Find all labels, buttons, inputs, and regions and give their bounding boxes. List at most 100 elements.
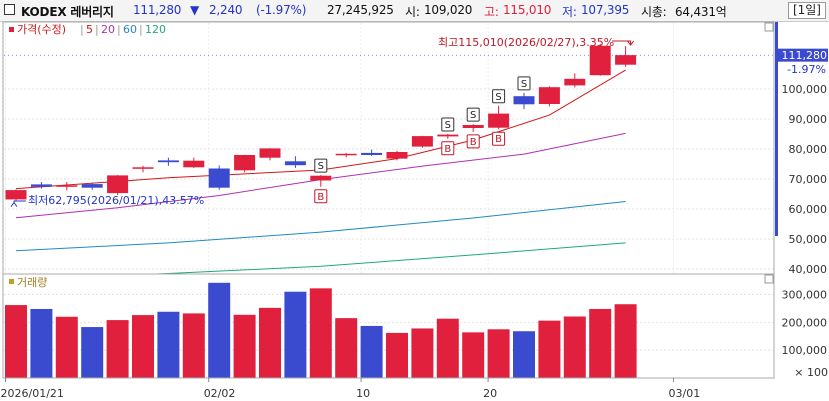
current-price: 111,280 bbox=[133, 3, 182, 17]
candle bbox=[183, 157, 205, 168]
candle-body bbox=[208, 168, 230, 188]
candle bbox=[615, 46, 637, 67]
legend-ma120[interactable]: 120 bbox=[145, 23, 166, 36]
candle-body bbox=[5, 190, 27, 200]
volume-bar bbox=[309, 288, 332, 378]
volume-bar bbox=[411, 328, 434, 378]
volume-value: 27,245,925 bbox=[327, 3, 394, 17]
volume-unit-label: × 100 bbox=[794, 366, 828, 379]
volume-bar bbox=[55, 316, 78, 378]
volume-legend-label[interactable]: 거래량 bbox=[17, 276, 47, 289]
checkbox-icon[interactable] bbox=[4, 4, 15, 15]
candle-body bbox=[615, 55, 637, 65]
chart-header: KODEX 레버리지 111,280 ▼ 2,240 (-1.97%) 27,2… bbox=[0, 0, 829, 22]
volume-bar bbox=[106, 320, 129, 378]
volume-bar bbox=[436, 318, 459, 378]
high-annotation-arrow bbox=[612, 40, 634, 46]
volume-bar bbox=[462, 332, 485, 378]
period-selector[interactable]: [1일] bbox=[787, 2, 826, 19]
candle bbox=[488, 105, 510, 130]
legend-separator: | bbox=[80, 23, 84, 36]
x-tick-label: 2026/01/21 bbox=[1, 387, 64, 400]
candle bbox=[81, 182, 103, 190]
volume-tick-label: 300,000 bbox=[782, 288, 828, 301]
candle bbox=[234, 154, 256, 173]
candle bbox=[208, 165, 230, 190]
legend-price-swatch bbox=[9, 27, 14, 32]
volume-legend-swatch bbox=[9, 279, 14, 284]
legend-price-label[interactable]: 가격(수정) bbox=[17, 23, 66, 36]
current-price-tag bbox=[776, 48, 828, 62]
legend-separator: | bbox=[139, 23, 143, 36]
legend-ma5[interactable]: 5 bbox=[86, 23, 93, 36]
candle bbox=[411, 135, 433, 148]
buy-signal-letter: B bbox=[317, 192, 324, 203]
x-tick-label: 10 bbox=[356, 387, 370, 400]
volume-bar bbox=[30, 308, 53, 378]
buy-signal-icon bbox=[314, 189, 328, 204]
volume-bar bbox=[487, 329, 510, 378]
buy-signal-icon bbox=[441, 141, 455, 156]
market-cap-label: 시총: bbox=[641, 5, 667, 19]
candle bbox=[589, 43, 611, 76]
volume-bar bbox=[233, 314, 256, 378]
sell-signal-icon bbox=[314, 158, 328, 173]
legend-ma60[interactable]: 60 bbox=[123, 23, 137, 36]
volume-tick-label: 100,000 bbox=[782, 344, 828, 357]
high-label: 고: bbox=[484, 5, 499, 19]
candle bbox=[284, 156, 306, 168]
candle bbox=[437, 134, 459, 139]
sell-signal-icon bbox=[466, 107, 480, 122]
candle bbox=[157, 157, 179, 166]
x-tick-label: 02/02 bbox=[204, 387, 236, 400]
candle-body bbox=[56, 185, 78, 187]
volume-bar bbox=[208, 282, 231, 378]
volume-axis: 100,000 200,000 300,000 bbox=[782, 288, 828, 357]
candlesticks bbox=[5, 43, 637, 201]
sell-signal-letter: S bbox=[521, 79, 527, 90]
volume-bar bbox=[157, 311, 180, 378]
candle-body bbox=[538, 87, 560, 104]
instrument-name[interactable]: KODEX 레버리지 bbox=[21, 5, 114, 19]
current-price-tag-label: 111,280 bbox=[782, 49, 828, 62]
candle-body bbox=[462, 125, 484, 128]
volume-bar bbox=[335, 318, 358, 378]
candle-body bbox=[589, 45, 611, 76]
volume-tick-label: 200,000 bbox=[782, 316, 828, 329]
buy-signal-letter: B bbox=[444, 144, 451, 155]
price-tick-label: 40,000 bbox=[789, 263, 828, 276]
volume-bar bbox=[614, 304, 637, 378]
volume-bar bbox=[538, 320, 561, 378]
candle bbox=[30, 182, 52, 189]
candle-body bbox=[411, 136, 433, 147]
ma-60-line bbox=[15, 201, 626, 252]
buy-signal-letter: B bbox=[495, 134, 502, 145]
price-change-pct: (-1.97%) bbox=[256, 3, 307, 17]
candle bbox=[564, 73, 586, 88]
candle bbox=[462, 124, 484, 132]
candle-body bbox=[284, 161, 306, 166]
candle bbox=[310, 175, 332, 187]
panel-close-icon[interactable] bbox=[764, 274, 774, 284]
legend-ma20[interactable]: 20 bbox=[101, 23, 115, 36]
high-annotation: 최고115,010(2026/02/27),3.35% bbox=[438, 36, 614, 49]
price-tick-label: 80,000 bbox=[789, 143, 828, 156]
candle-body bbox=[564, 78, 586, 86]
volume-bar bbox=[182, 313, 205, 378]
candle bbox=[107, 175, 129, 195]
low-label: 저: bbox=[562, 5, 577, 19]
volume-bars bbox=[5, 282, 637, 378]
candle bbox=[335, 152, 357, 158]
sell-signal-icon bbox=[492, 89, 506, 104]
candle-body bbox=[157, 160, 179, 163]
candle-body bbox=[310, 175, 332, 181]
candle-body bbox=[30, 184, 52, 187]
candle-body bbox=[361, 152, 383, 155]
low-value: 107,395 bbox=[581, 3, 630, 17]
high-value: 115,010 bbox=[503, 3, 552, 17]
buy-signal-icon bbox=[492, 131, 506, 146]
legend-separator: | bbox=[117, 23, 121, 36]
candle-body bbox=[437, 134, 459, 137]
date-axis: 2026/01/21 02/02 10 20 03/01 bbox=[1, 378, 700, 400]
panel-close-icon[interactable] bbox=[764, 22, 774, 32]
